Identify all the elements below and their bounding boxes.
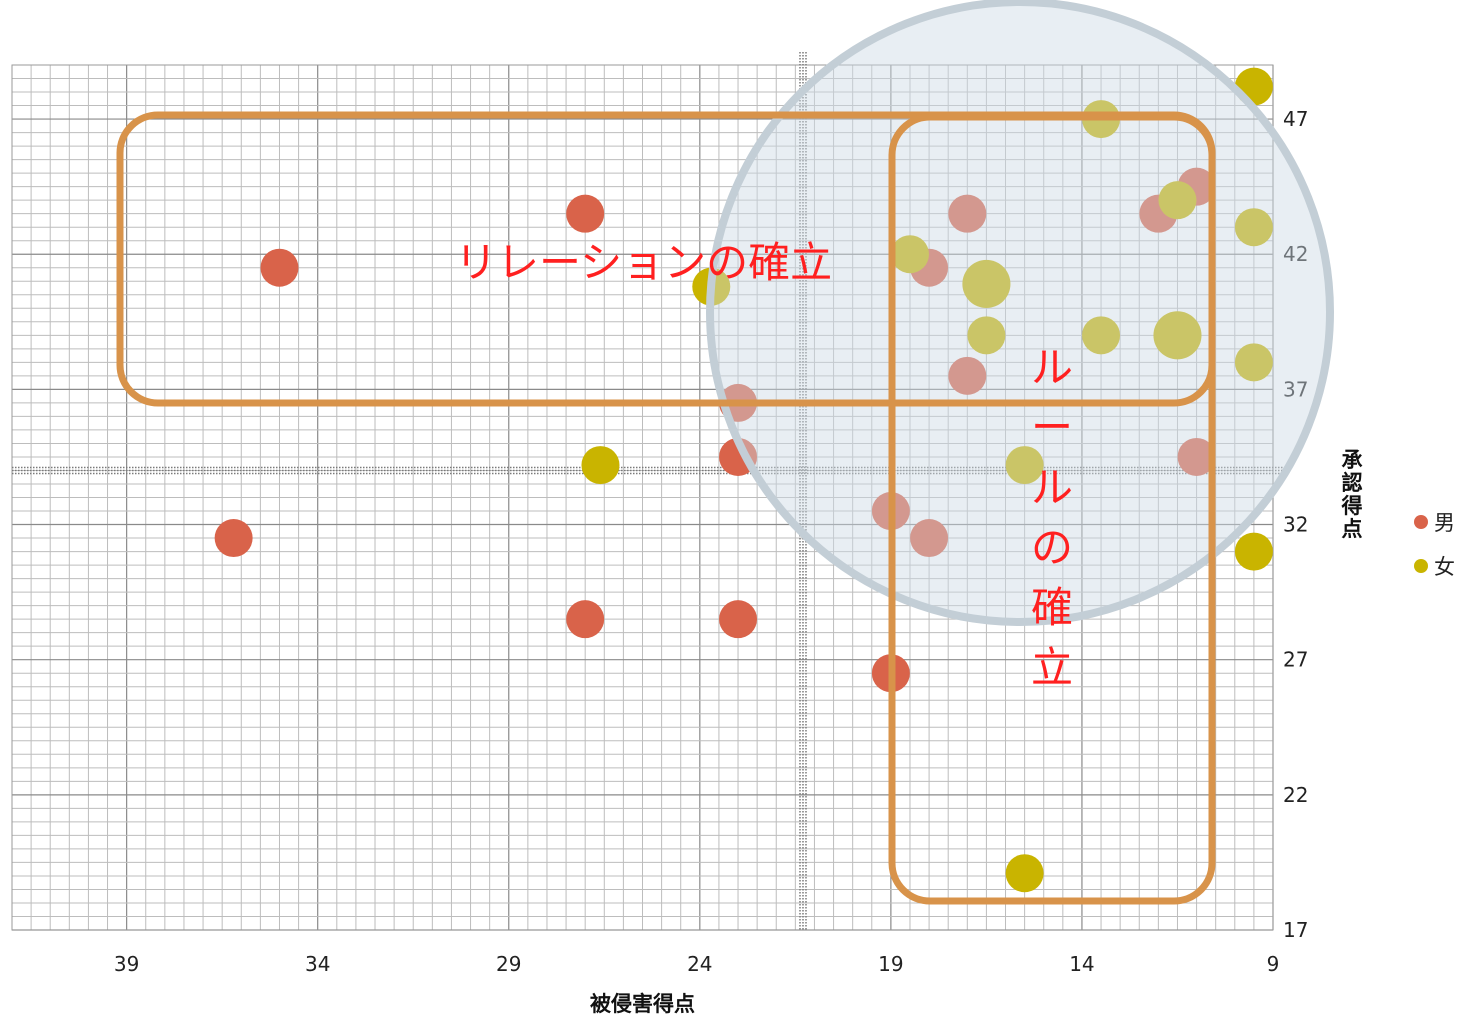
data-point-男 <box>1177 437 1216 476</box>
data-point-男 <box>948 356 987 395</box>
legend-marker-女 <box>1414 559 1428 573</box>
data-point-女 <box>962 259 1011 308</box>
annotation-rule-char: ル <box>1031 343 1073 392</box>
data-point-女 <box>1005 446 1044 485</box>
data-point-女 <box>1234 532 1273 571</box>
x-tick-label: 19 <box>878 952 903 976</box>
x-axis-title: 被侵害得点 <box>590 992 695 1016</box>
annotation-rule-char: の <box>1031 523 1073 572</box>
y-axis-title-char: 承 <box>1342 448 1363 472</box>
x-tick-label: 9 <box>1267 952 1280 976</box>
y-tick-label: 27 <box>1283 648 1308 672</box>
annotation-rule-char: 立 <box>1031 643 1073 692</box>
y-tick-label: 22 <box>1283 783 1308 807</box>
y-tick-label: 37 <box>1283 377 1308 401</box>
legend: 男女 <box>1414 511 1455 579</box>
data-point-男 <box>566 600 605 639</box>
x-tick-label: 29 <box>496 952 521 976</box>
x-tick-label: 34 <box>305 952 330 976</box>
data-point-男 <box>948 194 987 233</box>
data-point-女 <box>967 316 1006 355</box>
y-tick-label: 17 <box>1283 918 1308 942</box>
y-axis-title-char: 点 <box>1342 517 1363 541</box>
y-tick-label: 47 <box>1283 107 1308 131</box>
y-axis-title-char: 得 <box>1341 494 1363 518</box>
data-point-男 <box>566 194 605 233</box>
data-point-女 <box>1158 181 1197 220</box>
data-point-女 <box>890 235 929 274</box>
data-point-女 <box>1153 311 1202 360</box>
x-tick-label: 14 <box>1069 952 1094 976</box>
data-point-女 <box>581 446 620 485</box>
legend-label-女: 女 <box>1434 555 1455 579</box>
legend-label-男: 男 <box>1434 511 1455 535</box>
data-point-女 <box>1234 343 1273 382</box>
data-point-男 <box>214 519 253 558</box>
y-axis-title-char: 認 <box>1342 471 1363 495</box>
crosshair-lines <box>12 52 1290 930</box>
rule-box <box>888 113 1216 905</box>
annotation-rule-char: ー <box>1031 403 1073 452</box>
data-point-男 <box>719 600 758 639</box>
annotation-relation: リレーションの確立 <box>455 238 832 287</box>
data-point-女 <box>1234 208 1273 247</box>
data-point-男 <box>260 248 299 287</box>
legend-marker-男 <box>1414 515 1428 529</box>
y-tick-label: 42 <box>1283 242 1308 266</box>
annotation-overlays <box>116 0 1334 905</box>
x-tick-label: 24 <box>687 952 712 976</box>
x-tick-label: 39 <box>114 952 139 976</box>
data-point-女 <box>1005 854 1044 893</box>
y-tick-label: 32 <box>1283 513 1308 537</box>
data-point-女 <box>1082 316 1121 355</box>
data-point-男 <box>910 519 949 558</box>
annotation-rule-char: ル <box>1031 463 1073 512</box>
annotation-rule-char: 確 <box>1031 583 1073 632</box>
highlight-circle <box>706 0 1334 626</box>
